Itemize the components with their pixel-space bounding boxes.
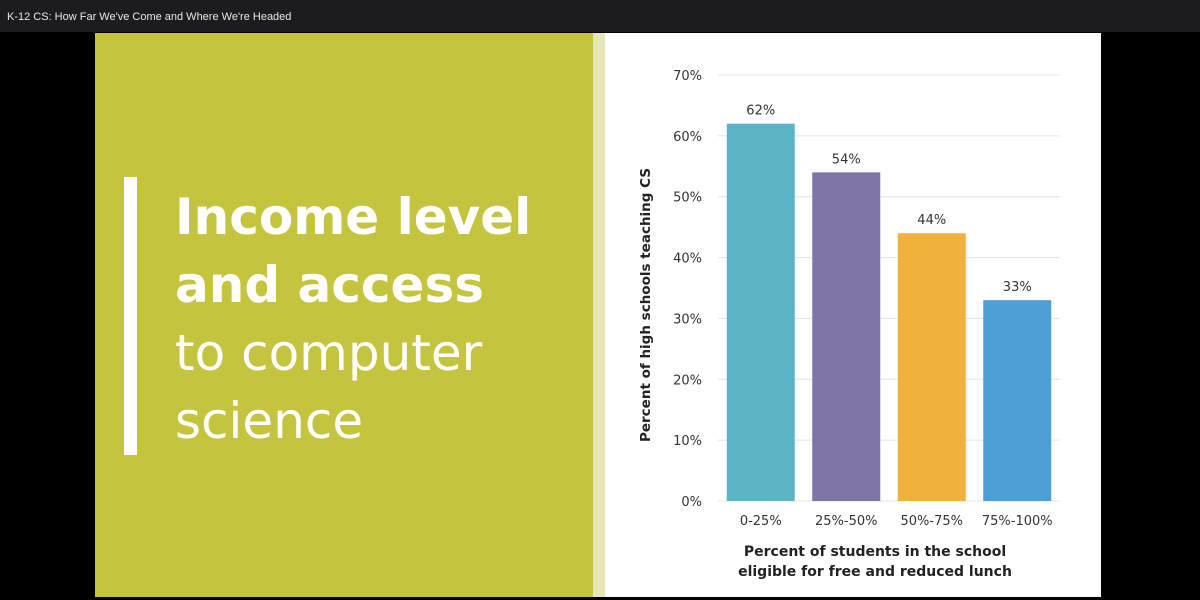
video-player[interactable]: Income level and access to computer scie… — [6, 33, 1194, 597]
bar — [983, 300, 1052, 501]
x-tick-label: 50%-75% — [901, 514, 963, 529]
bar — [812, 172, 881, 501]
y-tick-label: 30% — [673, 312, 702, 327]
x-axis-title-line-1: Percent of students in the school — [744, 544, 1006, 560]
data-label: 54% — [832, 152, 861, 167]
y-tick-label: 50% — [673, 191, 702, 206]
slide-headline: Income level and access to computer scie… — [175, 183, 595, 455]
y-tick-label: 40% — [673, 252, 702, 267]
title-panel: Income level and access to computer scie… — [95, 33, 593, 597]
bar — [897, 233, 966, 501]
y-tick-label: 70% — [673, 69, 702, 84]
window-title: K-12 CS: How Far We've Come and Where We… — [7, 11, 292, 23]
data-label: 44% — [917, 213, 946, 228]
presentation-slide: Income level and access to computer scie… — [95, 33, 1101, 597]
window-title-bar: K-12 CS: How Far We've Come and Where We… — [0, 0, 1200, 32]
x-axis-title-line-2: eligible for free and reduced lunch — [738, 564, 1012, 580]
bar-chart-svg: 0% 10% 20% 30% 40% 50% 60% 70% 62% 54% 44% 33% 0-2… — [638, 69, 1060, 580]
headline-line-2: and access — [175, 256, 484, 314]
y-tick-label: 20% — [673, 373, 702, 388]
y-tick-label: 60% — [673, 130, 702, 145]
bar-chart: 0% 10% 20% 30% 40% 50% 60% 70% 62% 54% 44% 33% 0-2… — [605, 33, 1101, 597]
divider-band — [593, 33, 605, 597]
data-label: 62% — [746, 104, 775, 119]
headline-line-1: Income level — [175, 188, 532, 246]
x-tick-label: 25%-50% — [815, 514, 877, 529]
accent-bar — [124, 177, 137, 455]
headline-line-4: science — [175, 392, 364, 450]
x-tick-label: 75%-100% — [982, 514, 1053, 529]
y-axis-title: Percent of high schools teaching CS — [638, 168, 654, 442]
y-tick-label: 10% — [673, 434, 702, 449]
bar — [726, 123, 795, 501]
x-tick-label: 0-25% — [740, 514, 782, 529]
y-tick-label: 0% — [681, 495, 702, 510]
data-label: 33% — [1003, 280, 1032, 295]
headline-line-3: to computer — [175, 324, 483, 382]
